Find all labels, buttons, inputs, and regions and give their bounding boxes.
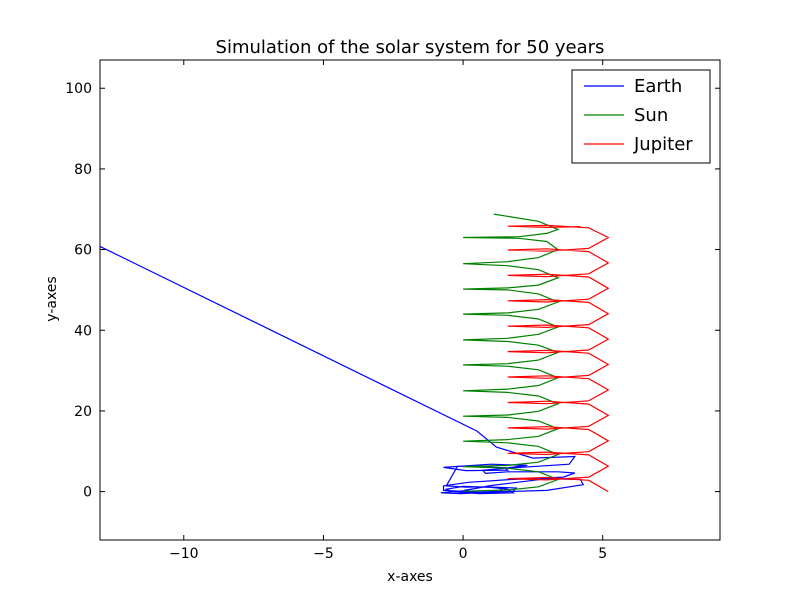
x-axis-label: x-axes <box>387 569 433 585</box>
y-tick-label: 40 <box>74 323 92 339</box>
legend-label: Jupiter <box>633 134 693 155</box>
legend: Earth Sun Jupiter <box>571 69 711 164</box>
axes-frame <box>99 59 721 541</box>
y-tick-label: 0 <box>83 485 92 501</box>
x-tick-label: 5 <box>598 546 607 562</box>
axis-ticks: −10 −5 0 5 0 20 40 60 80 100 <box>65 60 720 562</box>
y-tick-label: 60 <box>74 243 92 259</box>
y-tick-label: 20 <box>74 404 92 420</box>
series-line-earth <box>100 245 585 495</box>
series-line-sun <box>463 213 560 492</box>
y-tick-label: 80 <box>74 162 92 178</box>
plot-area <box>100 213 610 495</box>
series-line-jupiter <box>507 224 610 493</box>
legend-label: Sun <box>634 105 668 126</box>
x-tick-label: −5 <box>313 546 334 562</box>
y-axis-label: y-axes <box>44 276 60 321</box>
x-tick-label: 0 <box>459 546 468 562</box>
y-tick-label: 100 <box>65 81 92 97</box>
x-tick-label: −10 <box>169 546 199 562</box>
chart-title: Simulation of the solar system for 50 ye… <box>216 37 605 58</box>
legend-label: Earth <box>634 76 682 97</box>
